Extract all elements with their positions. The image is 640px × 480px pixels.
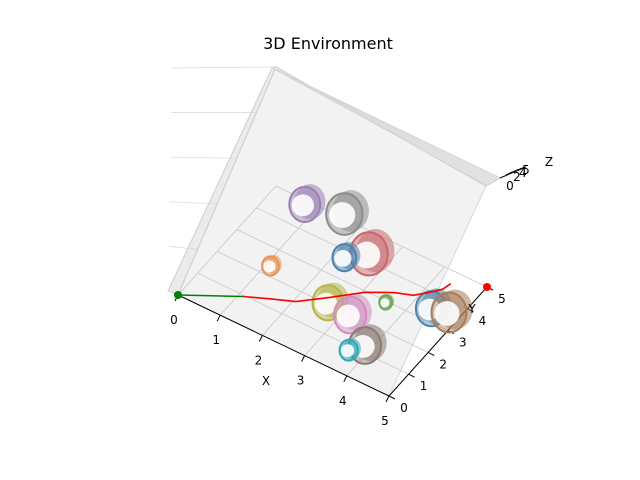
- z-tick-label: 5: [522, 163, 530, 177]
- wall-grid-line: [169, 201, 218, 205]
- wall-grid-line: [272, 67, 498, 180]
- x-tick-mark: [216, 314, 221, 322]
- floor-pane: [177, 66, 487, 397]
- obstacle-opening: [334, 249, 352, 267]
- wall-grid-line: [272, 68, 495, 182]
- obstacle-opening: [329, 202, 356, 228]
- x-tick-mark: [385, 395, 390, 403]
- wall-grid-line: [274, 69, 488, 186]
- obstacle-opening: [434, 301, 460, 326]
- obstacle-opening: [291, 194, 314, 217]
- y-tick-mark: [427, 351, 435, 356]
- x-tick-label: 3: [297, 374, 305, 388]
- obstacle-opening: [353, 241, 381, 269]
- obstacles: [261, 184, 473, 365]
- paths: [177, 283, 452, 303]
- y-axis-label: Y: [467, 302, 476, 316]
- y-tick-mark: [388, 395, 396, 400]
- obstacle-pink: [333, 293, 372, 335]
- x-tick-label: 1: [212, 333, 220, 347]
- z-tick-label: 2: [513, 170, 521, 184]
- start-point: [174, 291, 182, 299]
- grid-line-x: [177, 185, 277, 296]
- path-line: [242, 283, 452, 303]
- obstacle-gray: [325, 190, 369, 236]
- z-tick-label: 4: [519, 166, 527, 180]
- obstacle-orange-small: [261, 254, 282, 277]
- wall-grid-line: [273, 68, 490, 184]
- x-tick-mark: [301, 355, 306, 362]
- x-axis-line: [177, 294, 390, 397]
- obstacle-opening: [263, 260, 276, 273]
- z-tick-label: 0: [506, 179, 514, 193]
- points: [174, 283, 491, 299]
- goal-point: [483, 283, 491, 291]
- grid-line-y: [236, 229, 448, 331]
- x-axis-label: X: [262, 374, 270, 388]
- obstacle-green: [378, 294, 395, 311]
- y-tick-mark: [408, 373, 415, 378]
- z-axis-label: Z: [545, 155, 553, 169]
- straight-segment-line: [177, 294, 244, 298]
- x-tick-mark: [343, 375, 348, 383]
- y-tick-label: 3: [459, 336, 467, 350]
- x-tick-mark: [258, 335, 263, 342]
- wall-grid-line: [271, 67, 501, 179]
- wall-grid-line: [170, 156, 237, 159]
- y-tick-label: 4: [479, 314, 487, 328]
- obstacle-blue-small: [331, 242, 361, 273]
- y-tick-label: 2: [439, 357, 447, 371]
- wall-grid-line: [168, 246, 198, 250]
- obstacle-purple: [288, 184, 326, 224]
- obstacle-brown: [430, 289, 473, 334]
- wall-grid-line: [171, 66, 277, 69]
- obstacle-opening: [341, 344, 355, 358]
- x-tick-label: 2: [255, 353, 263, 367]
- y-tick-label: 0: [400, 401, 408, 415]
- obstacle-opening: [336, 304, 360, 328]
- wall-grid-line: [273, 68, 493, 183]
- obstacle-opening: [380, 298, 390, 308]
- z-tick-mark: [517, 166, 525, 171]
- x-tick-label: 0: [170, 313, 178, 327]
- x-tick-label: 5: [381, 414, 389, 428]
- chart-title: 3D Environment: [263, 34, 393, 53]
- obstacle-red: [349, 229, 395, 277]
- y-tick-label: 5: [498, 292, 506, 306]
- obstacle-teal: [338, 338, 361, 362]
- x-tick-label: 4: [339, 394, 347, 408]
- y-tick-label: 1: [420, 379, 428, 393]
